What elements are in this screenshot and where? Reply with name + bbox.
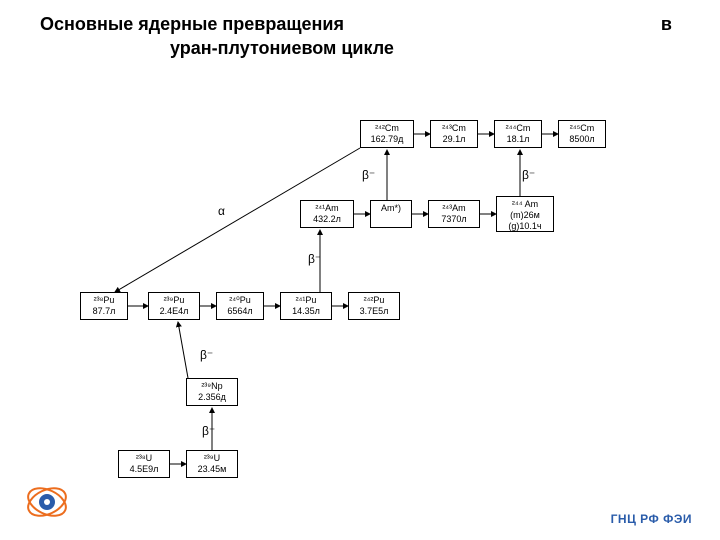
nuclide-pu241: ²⁴¹Pu14.35л — [280, 292, 332, 320]
nuclide-am243: ²⁴³Am7370л — [428, 200, 480, 228]
nuclide-pu240: ²⁴⁰Pu6564л — [216, 292, 264, 320]
nuclide-np239: ²³⁹Np2.356д — [186, 378, 238, 406]
logo-icon — [25, 481, 89, 528]
nuclide-pu239: ²³⁹Pu2.4E4л — [148, 292, 200, 320]
nuclide-am241: ²⁴¹Am432.2л — [300, 200, 354, 228]
nuclide-cm244: ²⁴⁴Cm18.1л — [494, 120, 542, 148]
nuclide-am244: ²⁴⁴ Am(m)26м (g)10.1ч — [496, 196, 554, 232]
beta-label-5: β⁻ — [202, 424, 215, 438]
nuclide-cm245: ²⁴⁵Cm8500л — [558, 120, 606, 148]
page-title-line1: Основные ядерные превращения — [40, 14, 344, 35]
nuclide-cm243: ²⁴³Cm29.1л — [430, 120, 478, 148]
beta-label-2: β⁻ — [522, 168, 535, 182]
beta-label-4: β⁻ — [200, 348, 213, 362]
alpha-label: α — [218, 204, 225, 218]
nuclide-pu238: ²³⁸Pu87.7л — [80, 292, 128, 320]
nuclide-u239: ²³⁹U23.45м — [186, 450, 238, 478]
nuclide-u238: ²³⁸U4.5E9л — [118, 450, 170, 478]
page-title-right: в — [661, 14, 672, 35]
beta-label-3: β⁻ — [308, 252, 321, 266]
nuclide-cm242: ²⁴²Cm162.79д — [360, 120, 414, 148]
beta-label-1: β⁻ — [362, 168, 375, 182]
logo-text: ГНЦ РФ ФЭИ — [611, 512, 692, 526]
nuclide-pu242: ²⁴²Pu3.7E5л — [348, 292, 400, 320]
page-title-line2: уран-плутониевом цикле — [170, 38, 394, 59]
nuclide-am242: Am*) — [370, 200, 412, 228]
arrows-layer — [0, 0, 720, 540]
